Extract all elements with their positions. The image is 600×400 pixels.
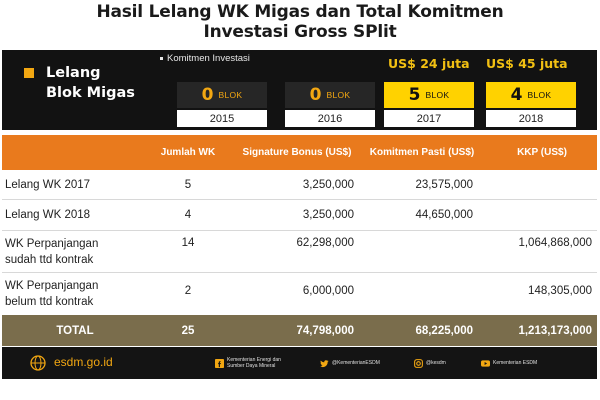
block-count-unit: BLOK bbox=[527, 90, 552, 100]
title-line-1: Hasil Lelang WK Migas dan Total Komitmen bbox=[96, 2, 504, 22]
website-link[interactable]: esdm.go.id bbox=[54, 355, 113, 369]
block-count-unit: BLOK bbox=[425, 90, 450, 100]
row-name: Lelang WK 2017 bbox=[5, 170, 145, 199]
band-label-line-1: Lelang bbox=[46, 65, 101, 81]
row-komitmen: 23,575,000 bbox=[415, 178, 473, 191]
row-signature: 3,250,000 bbox=[302, 178, 354, 191]
row-name-line-2: belum ttd kontrak bbox=[5, 296, 94, 308]
commitment-legend: Komitmen Investasi bbox=[160, 53, 250, 64]
total-jumlah: 25 bbox=[181, 324, 195, 337]
block-count-2016: 0 BLOK bbox=[285, 82, 375, 108]
block-count-value: 0 bbox=[309, 85, 322, 105]
legend-label: Komitmen Investasi bbox=[167, 53, 250, 64]
footer-bar: esdm.go.id Kementerian Energi dan Sumber… bbox=[2, 347, 597, 379]
row-signature: 3,250,000 bbox=[302, 209, 354, 221]
twitter-icon bbox=[320, 359, 329, 367]
block-count-2015: 0 BLOK bbox=[177, 82, 267, 108]
row-komitmen bbox=[367, 231, 473, 272]
row-kkp bbox=[480, 200, 592, 230]
row-komitmen: 44,650,000 bbox=[415, 209, 473, 221]
year-label-2018: 2018 bbox=[486, 110, 576, 127]
row-name-text: Lelang WK 2017 bbox=[5, 178, 91, 191]
row-name: Lelang WK 2018 bbox=[5, 200, 145, 230]
year-label-2015: 2015 bbox=[177, 110, 267, 127]
block-count-2018: 4 BLOK bbox=[486, 82, 576, 108]
band-label: Lelang Blok Migas bbox=[46, 63, 135, 103]
square-bullet-icon bbox=[24, 68, 34, 78]
row-name-text: Lelang WK 2018 bbox=[5, 209, 91, 221]
block-count-unit: BLOK bbox=[218, 90, 243, 100]
table-row: Lelang WK 2018 4 3,250,000 44,650,000 bbox=[2, 200, 597, 231]
row-jumlah: 14 bbox=[181, 237, 195, 249]
twitter-link[interactable]: @KementerianESDM bbox=[320, 347, 380, 379]
block-count-value: 0 bbox=[201, 85, 214, 105]
block-count-value: 5 bbox=[408, 85, 421, 105]
facebook-link[interactable]: Kementerian Energi dan Sumber Daya Miner… bbox=[215, 347, 297, 379]
row-kkp: 148,305,000 bbox=[528, 285, 592, 297]
row-komitmen bbox=[367, 273, 473, 315]
row-name: WK Perpanjangan belum ttd kontrak bbox=[5, 273, 145, 315]
row-name-line-2: sudah ttd kontrak bbox=[5, 253, 94, 266]
total-komitmen: 68,225,000 bbox=[415, 324, 473, 337]
twitter-label: @KementerianESDM bbox=[332, 360, 380, 366]
youtube-label: Kementerian ESDM bbox=[493, 360, 538, 366]
total-signature: 74,798,000 bbox=[296, 324, 354, 337]
row-name-line-1: WK Perpanjangan bbox=[5, 237, 99, 250]
total-label: TOTAL bbox=[56, 324, 94, 337]
table-row: WK Perpanjangan sudah ttd kontrak 14 62,… bbox=[2, 231, 597, 273]
youtube-icon bbox=[481, 359, 490, 367]
block-count-value: 4 bbox=[510, 85, 523, 105]
row-name-line-1: WK Perpanjangan bbox=[5, 280, 99, 292]
header-komitmen-pasti: Komitmen Pasti (US$) bbox=[369, 147, 475, 158]
total-row: TOTAL 25 74,798,000 68,225,000 1,213,173… bbox=[2, 315, 597, 346]
row-kkp bbox=[480, 170, 592, 199]
row-name: WK Perpanjangan sudah ttd kontrak bbox=[5, 231, 145, 272]
legend-dot-icon bbox=[160, 57, 163, 60]
row-jumlah: 5 bbox=[184, 178, 192, 191]
block-count-2017: 5 BLOK bbox=[384, 82, 474, 108]
block-count-unit: BLOK bbox=[326, 90, 351, 100]
title-line-2: Investasi Gross SPlit bbox=[203, 22, 397, 42]
youtube-link[interactable]: Kementerian ESDM bbox=[481, 347, 537, 379]
header-kkp: KKP (US$) bbox=[517, 147, 567, 158]
year-label-2017: 2017 bbox=[384, 110, 474, 127]
facebook-label: Kementerian Energi dan Sumber Daya Miner… bbox=[227, 357, 281, 369]
instagram-link[interactable]: @kesdm bbox=[414, 347, 446, 379]
instagram-label: @kesdm bbox=[426, 360, 446, 366]
table-header: Jumlah WK Signature Bonus (US$) Komitmen… bbox=[2, 135, 597, 170]
row-kkp: 1,064,868,000 bbox=[518, 237, 592, 249]
total-kkp: 1,213,173,000 bbox=[518, 324, 592, 337]
auction-summary-band: Lelang Blok Migas Komitmen Investasi US$… bbox=[2, 50, 597, 130]
row-jumlah: 2 bbox=[184, 285, 192, 297]
globe-icon bbox=[30, 355, 46, 371]
header-jumlah-wk: Jumlah WK bbox=[160, 147, 216, 158]
commitment-2017: US$ 24 juta bbox=[388, 56, 470, 71]
facebook-icon bbox=[215, 358, 224, 368]
year-label-2016: 2016 bbox=[285, 110, 375, 127]
instagram-icon bbox=[414, 358, 423, 368]
row-jumlah: 4 bbox=[184, 209, 192, 221]
header-signature-bonus: Signature Bonus (US$) bbox=[242, 147, 352, 158]
row-signature: 6,000,000 bbox=[302, 285, 354, 297]
commitment-2018: US$ 45 juta bbox=[486, 56, 568, 71]
table-row: Lelang WK 2017 5 3,250,000 23,575,000 bbox=[2, 170, 597, 200]
table-row: WK Perpanjangan belum ttd kontrak 2 6,00… bbox=[2, 273, 597, 315]
row-signature: 62,298,000 bbox=[296, 237, 354, 249]
band-label-line-2: Blok Migas bbox=[46, 85, 135, 101]
page-title: Hasil Lelang WK Migas dan Total Komitmen… bbox=[0, 2, 600, 42]
